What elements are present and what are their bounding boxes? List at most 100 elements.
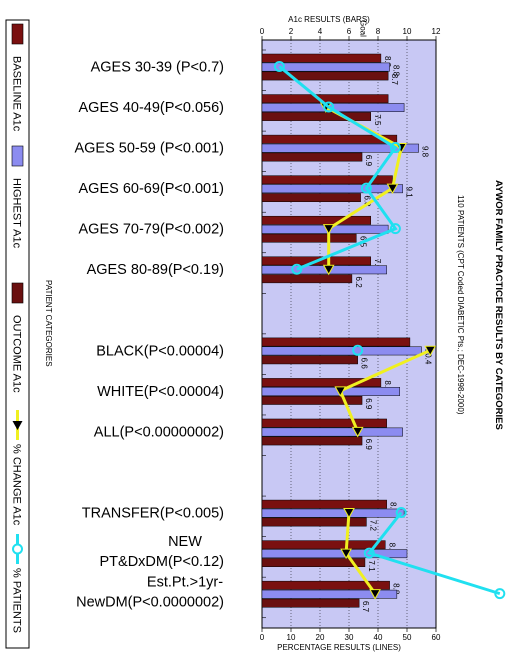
bar-value-label: 8.8 xyxy=(392,65,401,77)
series-line xyxy=(366,511,501,596)
patients-marker xyxy=(363,547,375,559)
top-tick-label: 8 xyxy=(376,27,381,36)
top-axis-title: A1c RESULTS (BARS) xyxy=(288,15,370,24)
highest-bar xyxy=(261,62,390,72)
highest-bar xyxy=(261,143,419,153)
category-label: BLACK(P<0.00004) xyxy=(96,343,224,359)
top-tick-label: 6 xyxy=(347,27,352,36)
highest-bar xyxy=(261,549,408,559)
legend-marker xyxy=(12,543,23,555)
bottom-tick-label: 40 xyxy=(374,633,383,642)
change-marker xyxy=(334,386,347,397)
category-label: NEW xyxy=(168,534,202,550)
bar-value-label: 8.2 xyxy=(383,380,392,392)
baseline-bar xyxy=(261,418,387,428)
chart-subtitle: 110 PATIENTS (CPT Coded DIABETIC Pts.; D… xyxy=(456,195,465,415)
bar-value-label: 8.2 xyxy=(383,56,392,68)
top-tick-label: 2 xyxy=(289,27,294,36)
legend: BASELINE A1c HIGHEST A1c OUTCOME A1c % CHAN… xyxy=(5,19,30,649)
category-label: AGES 40-49(P<0.056) xyxy=(79,100,225,116)
bottom-tick-label: 30 xyxy=(345,633,354,642)
outcome-bar xyxy=(261,395,363,405)
axis-ticks: 0 2 4 6 8 10 12 Goal 0 10 20 30 40 50 60 xyxy=(260,20,441,642)
top-tick-label: 0 xyxy=(260,27,265,36)
patients-marker xyxy=(395,507,407,519)
highest-bar xyxy=(261,589,398,599)
baseline-bar xyxy=(261,215,371,225)
highest-bar xyxy=(261,427,403,437)
bottom-tick-label: 60 xyxy=(432,633,441,642)
category-label: WHITE(P<0.00004) xyxy=(97,384,224,400)
category-labels: AGES 30-39 (P<0.7) AGES 40-49(P<0.056) AGE… xyxy=(44,59,224,610)
bar-value-label: 7.5 xyxy=(373,259,382,271)
patients-marker xyxy=(360,182,372,194)
bar-value-label: 6.9 xyxy=(364,155,373,167)
category-label: TRANSFER(P<0.005) xyxy=(82,506,224,522)
baseline-bar xyxy=(261,540,386,550)
change-marker xyxy=(369,589,381,600)
legend-swatch xyxy=(11,145,24,167)
top-tick-label: 4 xyxy=(318,27,323,36)
patients-marker xyxy=(291,263,303,275)
highest-bar xyxy=(261,184,403,194)
chart-title: AYWOR FAMILY PRACTICE RESULTS BY CATEGOR… xyxy=(493,180,504,430)
patients-marker xyxy=(389,223,401,235)
titles: A1c RESULTS (BARS) PERCENTAGE RESULTS (LI… xyxy=(277,15,504,652)
category-label: AGES 80-89(P<0.19) xyxy=(87,262,224,278)
baseline-bar xyxy=(261,337,411,347)
outcome-bar xyxy=(261,274,353,284)
bar-value-label: 6.9 xyxy=(364,439,373,451)
bottom-tick-label: 50 xyxy=(403,633,412,642)
legend-label: OUTCOME A1c xyxy=(11,315,23,393)
outcome-bar xyxy=(261,193,361,203)
bar-value-label: 6.8 xyxy=(363,195,372,207)
bar-value-label: 9.8 xyxy=(421,146,430,158)
bottom-tick-label: 20 xyxy=(316,633,325,642)
legend-label: BASELINE A1c xyxy=(11,56,23,132)
change-marker xyxy=(386,183,399,195)
patients-marker xyxy=(273,60,285,72)
patients-marker xyxy=(389,142,401,154)
outcome-bar xyxy=(261,355,358,365)
goal-label: Goal xyxy=(359,20,368,37)
legend-label: % PATIENTS xyxy=(11,568,23,633)
bottom-axis-title: PERCENTAGE RESULTS (LINES) xyxy=(277,643,401,652)
baseline-bar xyxy=(261,499,387,509)
baseline-bar xyxy=(261,53,382,63)
change-marker xyxy=(343,508,355,519)
bar-value-label: 6.7 xyxy=(361,601,370,613)
outcome-bar xyxy=(261,558,366,567)
plot-area: 8.28.88.77.59.86.99.16.86.57.56.210.46.6… xyxy=(261,39,506,629)
bar-value-label: 8.7 xyxy=(390,74,399,86)
legend-swatch xyxy=(11,23,24,45)
outcome-bar xyxy=(261,436,363,446)
category-label: ALL(P<0.00000002) xyxy=(94,424,224,440)
category-label: NewDM(P<0.0000002) xyxy=(76,595,224,611)
bar-value-label: 7.5 xyxy=(373,114,382,126)
outcome-bar xyxy=(261,71,389,81)
bar-value-label: 8.8 xyxy=(392,583,401,595)
outcome-bar xyxy=(261,598,360,608)
bar-value-label: 6.2 xyxy=(354,277,363,289)
bottom-tick-label: 0 xyxy=(260,633,265,642)
change-marker xyxy=(424,345,437,357)
baseline-bar xyxy=(261,580,390,590)
category-label: Est.Pt.>1yr- xyxy=(147,575,223,591)
highest-bar xyxy=(261,346,422,356)
bar-value-label: 10.4 xyxy=(424,349,433,365)
baseline-bar xyxy=(261,94,389,104)
bar-value-label: 8.8 xyxy=(389,502,398,514)
highest-bar xyxy=(261,508,405,518)
change-marker xyxy=(340,548,352,560)
category-axis-title: PATIENT CATEGORIES xyxy=(44,280,53,367)
legend-label: % CHANGE A1c xyxy=(11,444,23,526)
change-marker xyxy=(322,264,335,276)
top-tick-label: 10 xyxy=(403,27,412,36)
change-marker xyxy=(351,426,364,438)
bar-value-label: 9.1 xyxy=(405,187,414,199)
bottom-tick-label: 10 xyxy=(287,633,296,642)
legend-marker xyxy=(12,421,23,430)
baseline-bar xyxy=(261,378,382,387)
bar-value-label: 6.6 xyxy=(360,358,369,370)
